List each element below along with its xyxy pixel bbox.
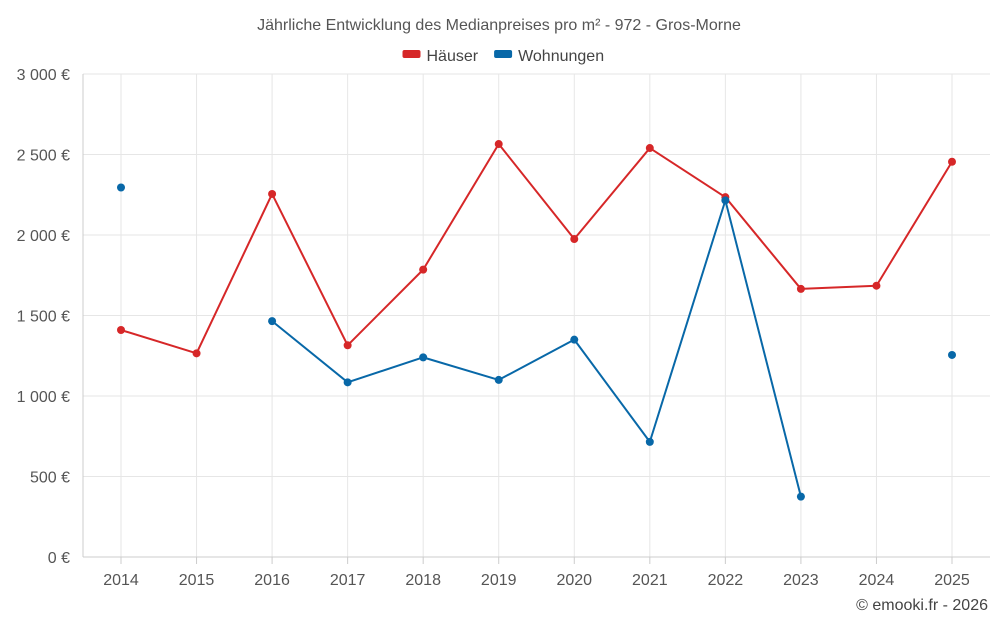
data-point[interactable] <box>268 189 277 198</box>
x-tick-label: 2015 <box>179 572 215 589</box>
y-tick-label: 1 500 € <box>17 309 70 326</box>
x-tick-label: 2024 <box>859 572 895 589</box>
data-point[interactable] <box>494 140 503 149</box>
x-tick-label: 2017 <box>330 572 366 589</box>
data-point[interactable] <box>645 437 654 446</box>
legend-label: Wohnungen <box>518 48 604 65</box>
series-line-segment <box>120 143 953 355</box>
x-tick-label: 2020 <box>556 572 592 589</box>
x-tick-label: 2019 <box>481 572 517 589</box>
grid <box>83 73 990 557</box>
series-häuser <box>117 140 956 358</box>
chart-title: Jährliche Entwicklung des Medianpreises … <box>257 17 741 34</box>
data-point[interactable] <box>948 157 956 166</box>
x-tick-label: 2018 <box>405 572 441 589</box>
data-point[interactable] <box>494 375 503 384</box>
y-tick-label: 0 € <box>48 550 70 567</box>
legend-label: Häuser <box>427 48 479 65</box>
y-tick-label: 500 € <box>30 470 70 487</box>
data-point[interactable] <box>419 353 428 362</box>
data-point[interactable] <box>570 235 579 244</box>
data-point[interactable] <box>419 265 428 274</box>
data-point[interactable] <box>948 350 956 359</box>
series-wohnungen <box>117 183 956 501</box>
data-point[interactable] <box>117 183 125 192</box>
legend-swatch <box>494 50 513 58</box>
data-point[interactable] <box>268 317 277 326</box>
y-tick-label: 1 000 € <box>17 389 70 406</box>
data-point[interactable] <box>117 325 125 334</box>
x-tick-label: 2021 <box>632 572 668 589</box>
x-tick-label: 2023 <box>783 572 819 589</box>
x-tick-label: 2025 <box>934 572 970 589</box>
data-point[interactable] <box>645 144 654 153</box>
x-tick-label: 2014 <box>103 572 139 589</box>
x-tick-label: 2016 <box>254 572 290 589</box>
data-point[interactable] <box>343 378 352 387</box>
data-point[interactable] <box>872 281 881 290</box>
credit-text: © emooki.fr - 2026 <box>856 597 988 614</box>
data-point[interactable] <box>343 341 352 350</box>
legend-item[interactable]: Häuser <box>402 48 479 65</box>
legend-item[interactable]: Wohnungen <box>494 48 604 65</box>
legend-swatch <box>402 50 421 58</box>
data-point[interactable] <box>721 196 730 205</box>
series-layer <box>117 140 956 501</box>
data-point[interactable] <box>796 284 805 293</box>
y-tick-label: 3 000 € <box>17 67 70 84</box>
y-tick-label: 2 500 € <box>17 148 70 165</box>
legend[interactable]: Häuser Wohnungen <box>402 48 605 65</box>
data-point[interactable] <box>570 335 579 344</box>
x-tick-label: 2022 <box>708 572 744 589</box>
axes: 0 € 500 € 1 000 € 1 500 € 2 000 € 2 500 € 3 00… <box>17 67 990 589</box>
y-tick-label: 2 000 € <box>17 228 70 245</box>
series-line-segment <box>271 199 802 497</box>
data-point[interactable] <box>796 492 805 501</box>
data-point[interactable] <box>192 349 201 358</box>
